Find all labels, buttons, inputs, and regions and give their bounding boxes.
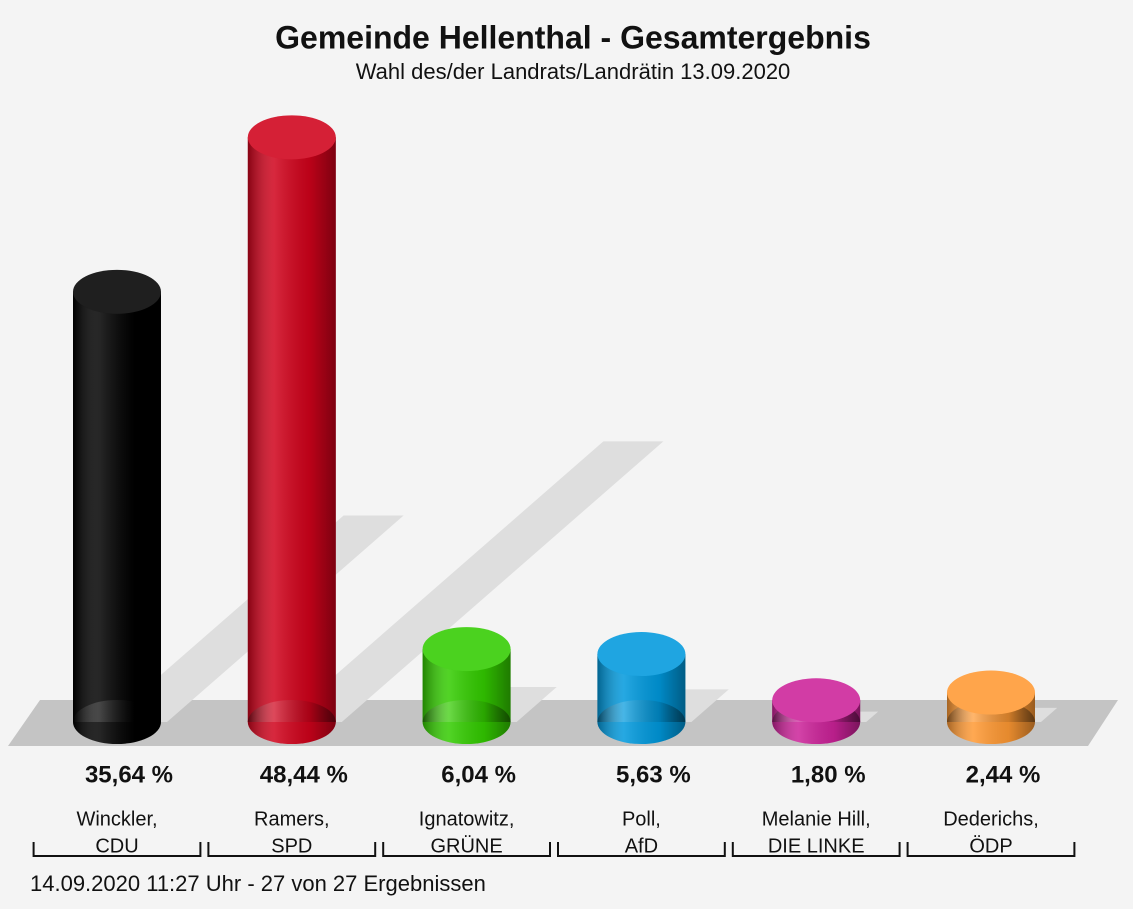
category-label: AfD xyxy=(625,835,658,857)
bar-top-light xyxy=(73,269,161,314)
value-label: 6,04 % xyxy=(441,761,516,788)
bar-top-light xyxy=(597,632,686,677)
category-label: SPD xyxy=(271,835,312,857)
category-label: GRÜNE xyxy=(430,835,502,857)
footer: 14.09.2020 11:27 Uhr - 27 von 27 Ergebni… xyxy=(30,871,486,896)
category-label: ÖDP xyxy=(969,835,1012,857)
bar-top xyxy=(597,632,686,677)
category-label: Winckler, xyxy=(76,808,157,830)
bar-top-light xyxy=(247,115,336,160)
category-bracket xyxy=(207,842,377,857)
category-label: Ignatowitz, xyxy=(419,808,515,830)
chart-title: Gemeinde Hellenthal - Gesamtergebnis xyxy=(275,19,871,55)
category-bracket xyxy=(557,842,726,857)
category-label: Poll, xyxy=(622,808,661,830)
value-label: 2,44 % xyxy=(966,761,1041,788)
category-label: DIE LINKE xyxy=(768,835,865,857)
bar-shade xyxy=(247,137,336,722)
bar-top-light xyxy=(772,678,861,723)
bar-top xyxy=(247,115,336,160)
category-label: Melanie Hill, xyxy=(762,808,871,830)
category-bracket xyxy=(906,842,1076,857)
bar-top xyxy=(73,269,161,314)
chart-subtitle: Wahl des/der Landrats/Landrätin 13.09.20… xyxy=(356,59,791,84)
value-label: 35,64 % xyxy=(85,761,173,788)
category-bracket xyxy=(731,842,901,857)
bar-top-light xyxy=(422,627,511,672)
bar-shadow xyxy=(281,441,664,722)
value-label: 48,44 % xyxy=(260,761,348,788)
category-bracket xyxy=(382,842,551,857)
bar-top xyxy=(772,678,861,723)
bar-top-light xyxy=(947,670,1035,715)
value-label: 5,63 % xyxy=(616,761,691,788)
bar-top xyxy=(947,670,1035,715)
category-bracket xyxy=(32,842,202,857)
category-label: CDU xyxy=(95,835,138,857)
category-label: Ramers, xyxy=(254,808,330,830)
bar-shade xyxy=(73,291,161,722)
bar-top xyxy=(422,627,511,672)
value-label: 1,80 % xyxy=(791,761,866,788)
category-label: Dederichs, xyxy=(943,808,1039,830)
